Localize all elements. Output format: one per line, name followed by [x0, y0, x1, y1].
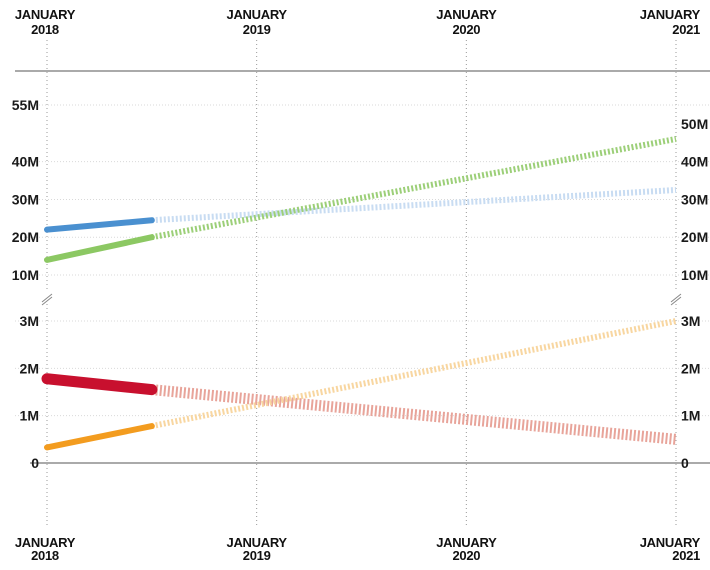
y-tick-label-left: 2M: [20, 360, 39, 376]
y-tick-label-right: 40M: [681, 154, 708, 170]
y-tick-label-right: 2M: [681, 360, 700, 376]
series-projection: [151, 384, 677, 445]
y-tick-label-right: 1M: [681, 408, 700, 424]
bottom-date-label-year: 2021: [672, 548, 700, 563]
bottom-date-label-month: JANUARY: [15, 535, 76, 550]
axis-break-mark: [670, 296, 682, 306]
top-date-label-year: 2020: [452, 22, 480, 37]
series-line: [44, 423, 155, 451]
y-tick-label-left: 40M: [12, 154, 39, 170]
y-tick-label-right: 10M: [681, 267, 708, 283]
y-tick-label-left: 1M: [20, 408, 39, 424]
series-line: [44, 234, 155, 263]
y-tick-label-right: 0: [681, 455, 689, 471]
y-tick-label-left: 55M: [12, 97, 39, 113]
y-tick-label-left: 10M: [12, 267, 39, 283]
top-date-label-month: JANUARY: [640, 7, 701, 22]
bottom-date-label-year: 2019: [243, 548, 271, 563]
bottom-date-label-month: JANUARY: [640, 535, 701, 550]
bottom-date-label-month: JANUARY: [436, 535, 497, 550]
top-date-label-month: JANUARY: [15, 7, 76, 22]
top-date-label-year: 2018: [31, 22, 59, 37]
top-date-label-year: 2021: [672, 22, 700, 37]
top-date-label-year: 2019: [243, 22, 271, 37]
bottom-date-label-year: 2020: [452, 548, 480, 563]
y-tick-label-right: 20M: [681, 229, 708, 245]
label-layer: 55M 40M 30M 20M 10M 50M 40M 30M 20M 10M 3M 2M 1M 0 3M 2…: [12, 7, 708, 563]
series-line: [41, 373, 158, 396]
y-tick-label-left: 20M: [12, 229, 39, 245]
y-tick-label-left: 3M: [20, 313, 39, 329]
bottom-date-label-year: 2018: [31, 548, 59, 563]
series-projection: [151, 318, 677, 430]
top-date-label-month: JANUARY: [227, 7, 288, 22]
y-tick-label-right: 3M: [681, 313, 700, 329]
y-tick-label-right: 30M: [681, 191, 708, 207]
bottom-date-label-month: JANUARY: [227, 535, 288, 550]
axis-break-mark: [670, 293, 682, 303]
top-date-label-month: JANUARY: [436, 7, 497, 22]
grid-layer: [15, 40, 710, 528]
axis-break-mark: [41, 296, 53, 306]
series-projection: [151, 187, 677, 224]
y-tick-label-right: 50M: [681, 116, 708, 132]
axis-break-mark: [41, 293, 53, 303]
y-tick-label-left: 0: [31, 455, 39, 471]
series-layer: [41, 136, 677, 451]
series-projection: [151, 136, 677, 241]
y-tick-label-left: 30M: [12, 191, 39, 207]
series-line: [44, 217, 155, 233]
